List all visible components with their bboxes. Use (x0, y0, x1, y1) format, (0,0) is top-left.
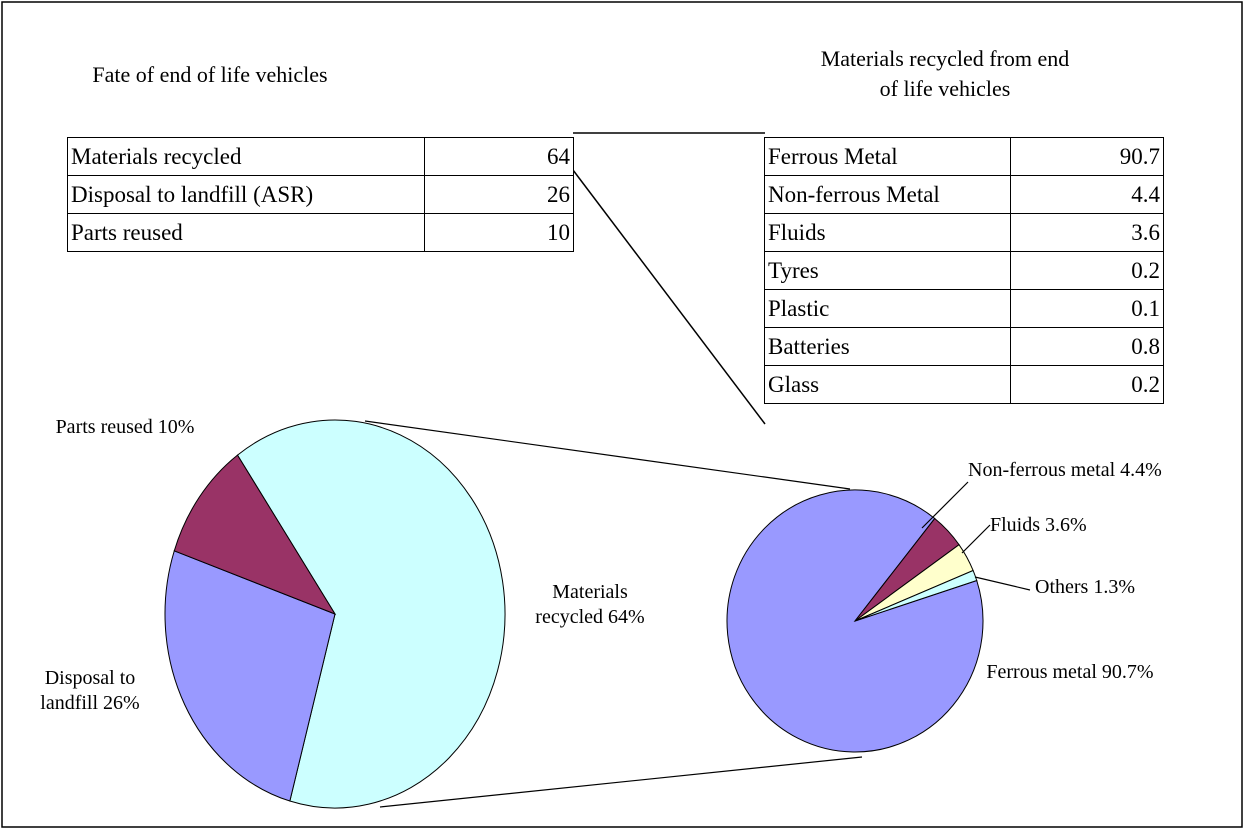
table-cell: Materials recycled (67, 137, 425, 176)
table-title: Materials recycled from end of life vehi… (820, 46, 1070, 101)
table-cell: Non-ferrous Metal (763, 175, 1012, 214)
leader-line (961, 524, 991, 554)
table-cell: 64 (423, 137, 575, 176)
category-label: Disposal to landfill (40, 667, 136, 714)
pie-slice (854, 569, 978, 622)
table-cell: 26 (423, 175, 575, 214)
category-label: Fluids (990, 514, 1041, 536)
slice-label: Others 1.3% (1035, 575, 1175, 600)
table: Ferrous Metal 90.7 Non-ferrous Metal 4.4 Flu… (763, 137, 1164, 404)
leader-line (974, 576, 1031, 591)
value-label: 1.3% (1093, 576, 1135, 598)
table-cell: 10 (423, 213, 575, 252)
table-cell: Glass (763, 365, 1012, 404)
pie-slice (173, 454, 337, 616)
table-row: Non-ferrous Metal 4.4 (763, 175, 1164, 214)
table-cell: Fluids (763, 213, 1012, 252)
slice-label: Fluids 3.6% (990, 513, 1110, 538)
slice-label: Parts reused 10% (45, 415, 205, 440)
category-label: Others (1035, 576, 1089, 598)
table-cell: 3.6 (1010, 213, 1164, 252)
slice-label: Materials recycled 64% (530, 580, 650, 630)
table-cell: 0.2 (1010, 365, 1164, 404)
table-row: Batteries 0.8 (763, 327, 1164, 366)
table-row: Disposal to landfill (ASR) 26 (67, 175, 575, 214)
slice-label: Non-ferrous metal 4.4% (968, 458, 1238, 483)
value-label: 4.4% (1120, 459, 1162, 481)
table-cell: 90.7 (1010, 137, 1164, 176)
table-cell: 0.2 (1010, 251, 1164, 290)
table: Materials recycled 64 Disposal to landfill… (67, 137, 575, 252)
table-cell: 0.8 (1010, 327, 1164, 366)
value-label: 64% (608, 606, 645, 628)
table-cell: Parts reused (67, 213, 425, 252)
connector (379, 756, 863, 808)
table-cell: 4.4 (1010, 175, 1164, 214)
table-row: Parts reused 10 (67, 213, 575, 252)
table-row: Fluids 3.6 (763, 213, 1164, 252)
value-label: 10% (157, 416, 195, 438)
table-row: Materials recycled 64 (67, 137, 575, 176)
table-cell: Plastic (763, 289, 1012, 328)
table-cell: 0.1 (1010, 289, 1164, 328)
connector (572, 169, 766, 425)
slice-label: Disposal to landfill 26% (20, 666, 160, 716)
category-label: Non-ferrous metal (968, 459, 1116, 481)
connector (364, 420, 851, 490)
leader-line (921, 481, 969, 529)
table-row: Ferrous Metal 90.7 (763, 137, 1164, 176)
pie-slice (164, 550, 336, 802)
slice-label: Ferrous metal 90.7% (980, 660, 1160, 685)
category-label: Ferrous metal (986, 661, 1097, 683)
table-cell: Disposal to landfill (ASR) (67, 175, 425, 214)
table-cell: Tyres (763, 251, 1012, 290)
category-label: Parts reused (55, 416, 153, 438)
category-label: Materials recycled (535, 581, 628, 628)
value-label: 3.6% (1045, 514, 1087, 536)
pie-slice (236, 419, 506, 809)
value-label: 90.7% (1101, 661, 1154, 683)
table-row: Plastic 0.1 (763, 289, 1164, 328)
table-cell: Ferrous Metal (763, 137, 1012, 176)
value-label: 26% (103, 692, 140, 714)
table-row: Tyres 0.2 (763, 251, 1164, 290)
table-title: Fate of end of life vehicles (92, 62, 328, 87)
table-row: Glass 0.2 (763, 365, 1164, 404)
table-cell: Batteries (763, 327, 1012, 366)
